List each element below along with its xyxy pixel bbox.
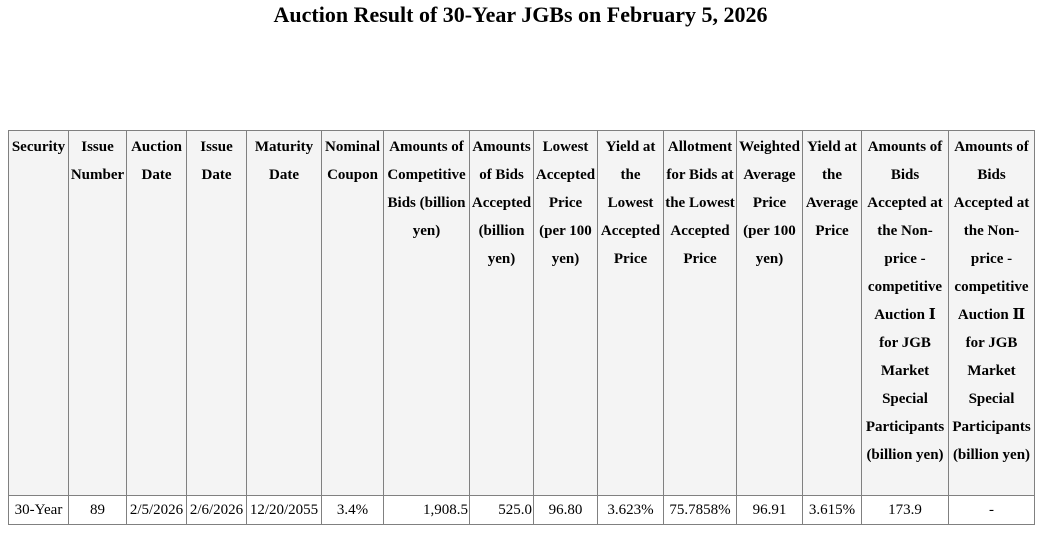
header-yield-lowest-price: Yield at the Lowest Accepted Price (597, 130, 664, 496)
cell-nominal-coupon: 3.4% (321, 495, 384, 525)
header-competitive-bids: Amounts of Competitive Bids (billion yen… (383, 130, 470, 496)
header-yield-average-price: Yield at the Average Price (802, 130, 862, 496)
cell-issue-date: 2/6/2026 (186, 495, 247, 525)
cell-yield-average-price: 3.615% (802, 495, 862, 525)
auction-result-table: Security Issue Number Auction Date Issue… (8, 130, 1035, 525)
header-issue-date: Issue Date (186, 130, 247, 496)
header-allotment-lowest-price: Allotment for Bids at the Lowest Accepte… (663, 130, 737, 496)
header-maturity-date: Maturity Date (246, 130, 322, 496)
table-row: 30-Year 89 2/5/2026 2/6/2026 12/20/2055 … (8, 495, 1035, 525)
cell-non-price-auction-1: 173.9 (861, 495, 949, 525)
header-issue-number: Issue Number (68, 130, 127, 496)
cell-auction-date: 2/5/2026 (126, 495, 187, 525)
header-non-price-auction-1: Amounts of Bids Accepted at the Non-pric… (861, 130, 949, 496)
header-row: Security Issue Number Auction Date Issue… (8, 130, 1035, 496)
cell-security: 30-Year (8, 495, 69, 525)
page-title: Auction Result of 30-Year JGBs on Februa… (273, 2, 768, 27)
cell-allotment-lowest-price: 75.7858% (663, 495, 737, 525)
header-non-price-auction-2: Amounts of Bids Accepted at the Non-pric… (948, 130, 1035, 496)
cell-issue-number: 89 (68, 495, 127, 525)
cell-lowest-accepted-price: 96.80 (533, 495, 598, 525)
cell-weighted-average-price: 96.91 (736, 495, 803, 525)
header-auction-date: Auction Date (126, 130, 187, 496)
cell-non-price-auction-2: - (948, 495, 1035, 525)
cell-competitive-bids: 1,908.5 (383, 495, 470, 525)
header-bids-accepted: Amounts of Bids Accepted (billion yen) (469, 130, 534, 496)
cell-bids-accepted: 525.0 (469, 495, 534, 525)
header-lowest-accepted-price: Lowest Accepted Price (per 100 yen) (533, 130, 598, 496)
header-weighted-average-price: Weighted Average Price (per 100 yen) (736, 130, 803, 496)
cell-maturity-date: 12/20/2055 (246, 495, 322, 525)
header-security: Security (8, 130, 69, 496)
cell-yield-lowest-price: 3.623% (597, 495, 664, 525)
header-nominal-coupon: Nominal Coupon (321, 130, 384, 496)
